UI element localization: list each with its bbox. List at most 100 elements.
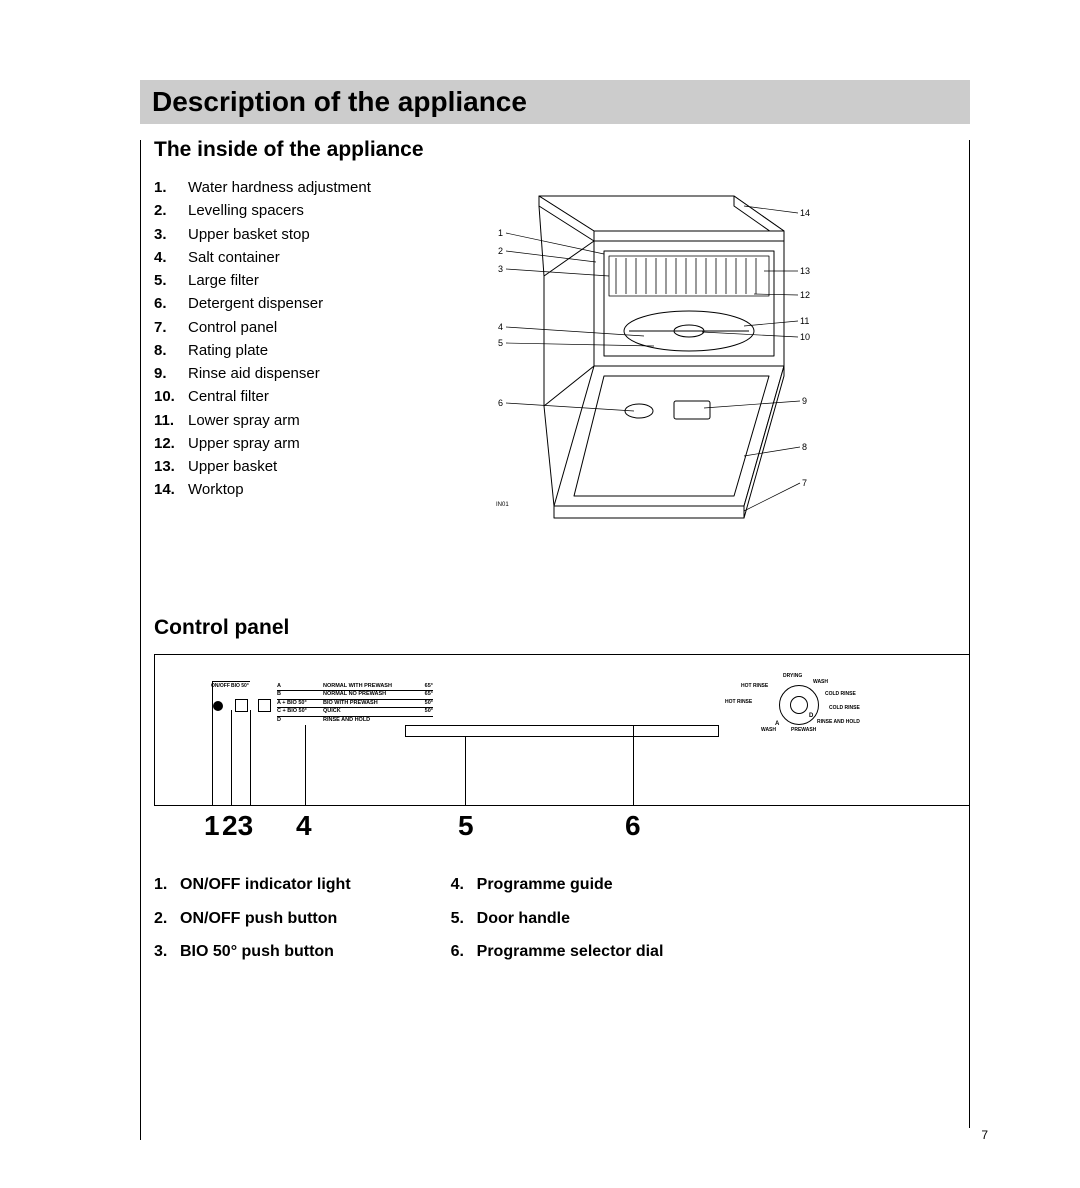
- item-number: 2.: [154, 902, 180, 936]
- callout-number: 1: [204, 810, 220, 842]
- list-item: 7.Control panel: [154, 316, 414, 339]
- item-label: ON/OFF push button: [180, 902, 337, 936]
- list-item: 5.Door handle: [451, 902, 664, 936]
- list-item: 11.Lower spray arm: [154, 409, 414, 432]
- onoff-button-icon: [235, 699, 248, 712]
- item-label: Salt container: [188, 246, 280, 269]
- diagram-footnote: IN01: [496, 502, 509, 508]
- inside-section: 1.Water hardness adjustment 2.Levelling …: [154, 176, 970, 546]
- item-label: Programme guide: [477, 868, 613, 902]
- item-number: 3.: [154, 223, 188, 246]
- svg-text:9: 9: [802, 396, 807, 406]
- page-number: 7: [981, 1128, 988, 1142]
- page-title: Description of the appliance: [140, 80, 970, 124]
- item-number: 11.: [154, 409, 188, 432]
- list-item: 2.Levelling spacers: [154, 199, 414, 222]
- callout-number: 23: [222, 810, 253, 842]
- content-column: The inside of the appliance 1.Water hard…: [154, 138, 970, 969]
- control-panel-diagram: ON/OFF BIO 50° ANORMAL WITH PREWASH65° B…: [154, 654, 970, 806]
- appliance-diagram: 1 2 3 4 5 6 14 13 12 11 10 9: [444, 176, 824, 546]
- leader-line: [231, 710, 232, 805]
- right-margin-rule: [969, 140, 970, 1128]
- list-item: 4.Programme guide: [451, 868, 664, 902]
- item-label: Door handle: [477, 902, 570, 936]
- item-label: Upper basket stop: [188, 223, 310, 246]
- table-row: DRINSE AND HOLD: [277, 716, 433, 724]
- panel-heading: Control panel: [154, 616, 970, 640]
- item-label: Upper spray arm: [188, 432, 300, 455]
- programme-guide-table: ANORMAL WITH PREWASH65° BNORMAL NO PREWA…: [277, 683, 433, 724]
- svg-text:12: 12: [800, 290, 810, 300]
- svg-text:4: 4: [498, 322, 503, 332]
- svg-text:5: 5: [498, 338, 503, 348]
- item-label: Central filter: [188, 385, 269, 408]
- parts-list: 1.Water hardness adjustment 2.Levelling …: [154, 176, 414, 502]
- list-item: 13.Upper basket: [154, 455, 414, 478]
- item-number: 14.: [154, 478, 188, 501]
- leader-line: [465, 737, 466, 805]
- item-label: Water hardness adjustment: [188, 176, 371, 199]
- item-number: 7.: [154, 316, 188, 339]
- list-item: 8.Rating plate: [154, 339, 414, 362]
- item-number: 4.: [154, 246, 188, 269]
- list-item: 3.Upper basket stop: [154, 223, 414, 246]
- item-number: 6.: [154, 292, 188, 315]
- legend-column-left: 1.ON/OFF indicator light 2.ON/OFF push b…: [154, 868, 351, 969]
- panel-callout-numbers: 1 23 4 5 6: [154, 810, 970, 844]
- leader-line: [250, 710, 251, 805]
- item-number: 9.: [154, 362, 188, 385]
- list-item: 4.Salt container: [154, 246, 414, 269]
- svg-text:1: 1: [498, 228, 503, 238]
- item-label: Rinse aid dispenser: [188, 362, 320, 385]
- item-label: Programme selector dial: [477, 935, 664, 969]
- item-number: 5.: [451, 902, 477, 936]
- leader-line: [633, 725, 634, 805]
- callout-number: 5: [458, 810, 474, 842]
- list-item: 1.Water hardness adjustment: [154, 176, 414, 199]
- table-row: ANORMAL WITH PREWASH65°: [277, 683, 433, 690]
- item-label: BIO 50° push button: [180, 935, 334, 969]
- table-row: BNORMAL NO PREWASH65°: [277, 690, 433, 698]
- table-row: A + BIO 50°BIO WITH PREWASH50°: [277, 699, 433, 707]
- svg-text:14: 14: [800, 208, 810, 218]
- svg-text:13: 13: [800, 266, 810, 276]
- item-label: Upper basket: [188, 455, 277, 478]
- item-label: Large filter: [188, 269, 259, 292]
- list-item: 6.Programme selector dial: [451, 935, 664, 969]
- item-number: 5.: [154, 269, 188, 292]
- dishwasher-svg: 1 2 3 4 5 6 14 13 12 11 10 9: [444, 176, 824, 546]
- item-label: Detergent dispenser: [188, 292, 323, 315]
- callout-number: 4: [296, 810, 312, 842]
- leader-line: [212, 681, 213, 805]
- item-label: Control panel: [188, 316, 277, 339]
- list-item: 2.ON/OFF push button: [154, 902, 351, 936]
- item-number: 3.: [154, 935, 180, 969]
- leader-line: [305, 725, 306, 805]
- svg-text:3: 3: [498, 264, 503, 274]
- item-number: 13.: [154, 455, 188, 478]
- item-number: 12.: [154, 432, 188, 455]
- panel-buttons: ON/OFF BIO 50°: [213, 699, 271, 712]
- door-handle-icon: [405, 725, 719, 737]
- svg-text:6: 6: [498, 398, 503, 408]
- list-item: 10.Central filter: [154, 385, 414, 408]
- item-label: Rating plate: [188, 339, 268, 362]
- list-item: 5.Large filter: [154, 269, 414, 292]
- list-item: 14.Worktop: [154, 478, 414, 501]
- bio-label: BIO 50°: [231, 683, 249, 689]
- item-label: Levelling spacers: [188, 199, 304, 222]
- bio-button-icon: [258, 699, 271, 712]
- item-label: Lower spray arm: [188, 409, 300, 432]
- legend-column-right: 4.Programme guide 5.Door handle 6.Progra…: [451, 868, 664, 969]
- item-label: Worktop: [188, 478, 244, 501]
- svg-text:8: 8: [802, 442, 807, 452]
- item-number: 6.: [451, 935, 477, 969]
- panel-legend: 1.ON/OFF indicator light 2.ON/OFF push b…: [154, 868, 970, 969]
- list-item: 9.Rinse aid dispenser: [154, 362, 414, 385]
- list-item: 6.Detergent dispenser: [154, 292, 414, 315]
- svg-text:11: 11: [800, 316, 809, 326]
- manual-page: Description of the appliance The inside …: [0, 0, 1080, 1188]
- list-item: 1.ON/OFF indicator light: [154, 868, 351, 902]
- list-item: 12.Upper spray arm: [154, 432, 414, 455]
- svg-text:7: 7: [802, 478, 807, 488]
